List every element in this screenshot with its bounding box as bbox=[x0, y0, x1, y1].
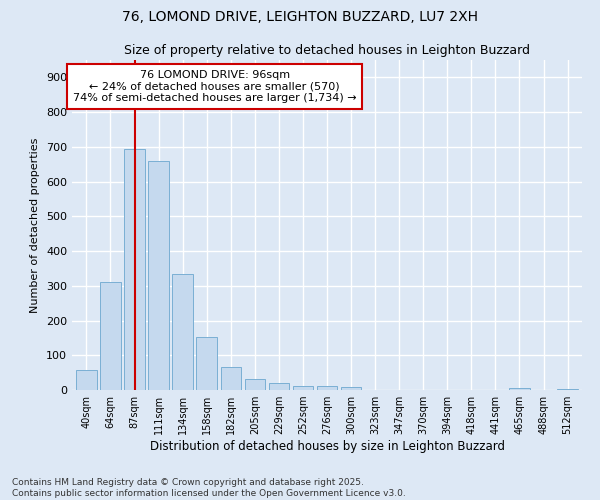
Text: Contains HM Land Registry data © Crown copyright and database right 2025.
Contai: Contains HM Land Registry data © Crown c… bbox=[12, 478, 406, 498]
Bar bbox=[341, 386, 361, 390]
Bar bbox=[509, 388, 530, 390]
Bar bbox=[100, 282, 121, 390]
Bar bbox=[221, 368, 241, 390]
Bar bbox=[196, 337, 217, 390]
Bar bbox=[293, 386, 313, 390]
Y-axis label: Number of detached properties: Number of detached properties bbox=[31, 138, 40, 312]
Bar bbox=[172, 274, 193, 390]
Bar bbox=[76, 370, 97, 390]
Text: 76 LOMOND DRIVE: 96sqm
← 24% of detached houses are smaller (570)
74% of semi-de: 76 LOMOND DRIVE: 96sqm ← 24% of detached… bbox=[73, 70, 356, 103]
Bar bbox=[269, 383, 289, 390]
Bar bbox=[317, 386, 337, 390]
Bar bbox=[148, 162, 169, 390]
X-axis label: Distribution of detached houses by size in Leighton Buzzard: Distribution of detached houses by size … bbox=[149, 440, 505, 453]
Bar bbox=[124, 148, 145, 390]
Text: 76, LOMOND DRIVE, LEIGHTON BUZZARD, LU7 2XH: 76, LOMOND DRIVE, LEIGHTON BUZZARD, LU7 … bbox=[122, 10, 478, 24]
Bar bbox=[245, 379, 265, 390]
Title: Size of property relative to detached houses in Leighton Buzzard: Size of property relative to detached ho… bbox=[124, 44, 530, 58]
